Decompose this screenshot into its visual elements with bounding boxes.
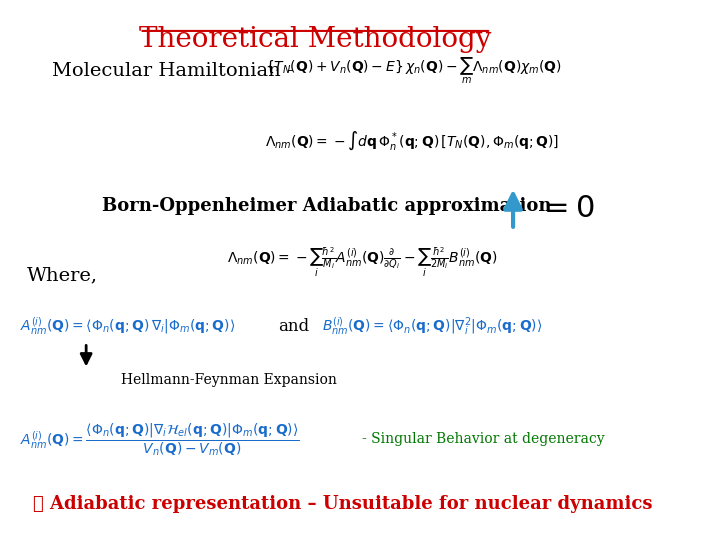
Text: - Singular Behavior at degeneracy: - Singular Behavior at degeneracy bbox=[362, 432, 605, 446]
Text: Where,: Where, bbox=[27, 266, 97, 285]
Text: Born-Oppenheimer Adiabatic approximation: Born-Oppenheimer Adiabatic approximation bbox=[102, 197, 552, 214]
Text: Theoretical Methodology: Theoretical Methodology bbox=[139, 25, 492, 52]
Text: $A_{nm}^{(i)}(\mathbf{Q}) = \langle \Phi_n(\mathbf{q};\mathbf{Q})\,\nabla_i|\Phi: $A_{nm}^{(i)}(\mathbf{Q}) = \langle \Phi… bbox=[20, 315, 235, 338]
Text: ❖ Adiabatic representation – Unsuitable for nuclear dynamics: ❖ Adiabatic representation – Unsuitable … bbox=[33, 495, 652, 512]
Text: $B_{nm}^{(i)}(\mathbf{Q}) = \langle \Phi_n(\mathbf{q};\mathbf{Q})|\nabla_i^2|\Ph: $B_{nm}^{(i)}(\mathbf{Q}) = \langle \Phi… bbox=[322, 315, 542, 338]
Text: and: and bbox=[278, 318, 309, 335]
Text: $= 0$: $= 0$ bbox=[538, 193, 595, 224]
Text: Molecular Hamiltonian -: Molecular Hamiltonian - bbox=[52, 62, 293, 80]
Text: Hellmann-Feynman Expansion: Hellmann-Feynman Expansion bbox=[121, 373, 336, 387]
Text: $\Lambda_{nm}(\mathbf{Q}) = -\int d\mathbf{q}\, \Phi_n^*(\mathbf{q};\mathbf{Q})\: $\Lambda_{nm}(\mathbf{Q}) = -\int d\math… bbox=[265, 130, 559, 152]
Text: $\Lambda_{nm}(\mathbf{Q}) = -\sum_i \frac{\hbar^2}{M_i} A_{nm}^{(i)}(\mathbf{Q}): $\Lambda_{nm}(\mathbf{Q}) = -\sum_i \fra… bbox=[228, 245, 498, 279]
Text: $A_{nm}^{(i)}(\mathbf{Q}) = \dfrac{\langle \Phi_n(\mathbf{q};\mathbf{Q})|\nabla_: $A_{nm}^{(i)}(\mathbf{Q}) = \dfrac{\lang… bbox=[20, 421, 300, 457]
Text: $\{T_N(\mathbf{Q}) + V_n(\mathbf{Q}) - E\}\, \chi_n(\mathbf{Q}) - \sum_m \Lambda: $\{T_N(\mathbf{Q}) + V_n(\mathbf{Q}) - E… bbox=[265, 56, 562, 86]
